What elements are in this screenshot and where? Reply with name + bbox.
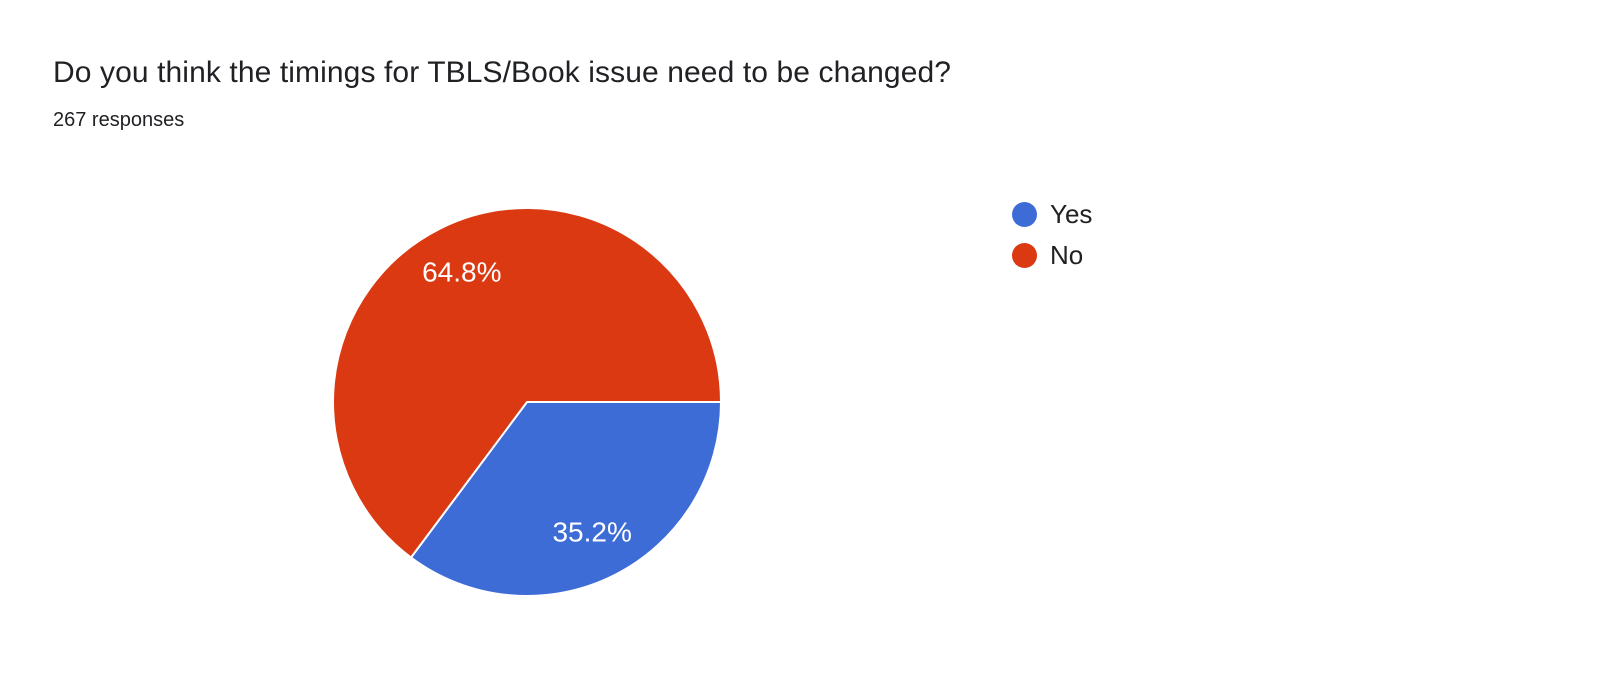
pie-chart: 35.2% 64.8% (331, 206, 723, 598)
pie-slice-yes[interactable] (410, 401, 722, 597)
question-title: Do you think the timings for TBLS/Book i… (53, 56, 952, 89)
legend-label-no: No (1050, 240, 1084, 270)
legend-item-yes[interactable]: Yes (1012, 199, 1093, 229)
pie-slice-label-no: 64.8% (422, 256, 501, 287)
legend-label-yes: Yes (1050, 199, 1093, 229)
legend-item-no[interactable]: No (1012, 240, 1092, 270)
pie-chart-svg: 35.2% 64.8% (332, 207, 722, 597)
chart-legend: Yes No (1012, 199, 1093, 270)
pie-slice-no[interactable] (332, 207, 722, 559)
pie-slice-label-yes: 35.2% (552, 517, 631, 548)
legend-dot-no-icon (1012, 243, 1037, 268)
responses-count: 267 responses (53, 109, 185, 131)
legend-dot-yes-icon (1012, 202, 1037, 227)
